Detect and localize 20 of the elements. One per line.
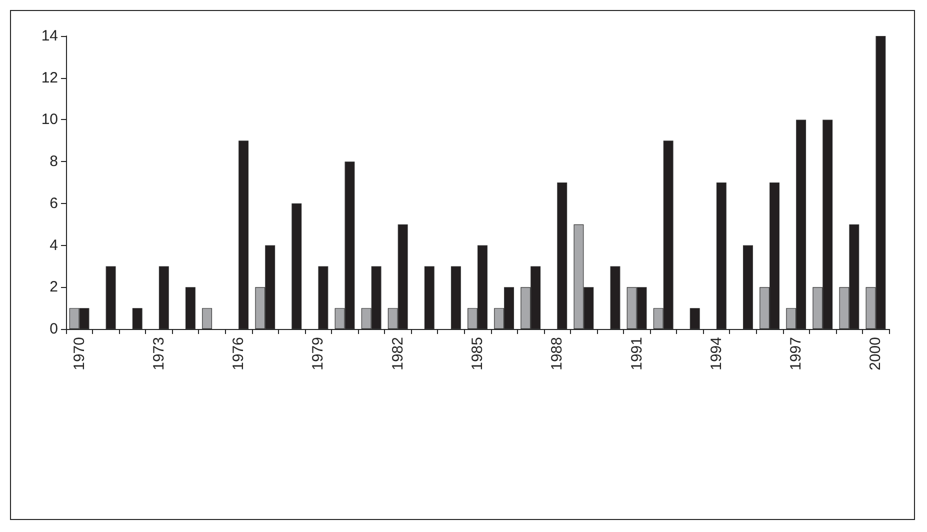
x-tick-label: 1982 (389, 337, 406, 370)
x-tick-label: 1970 (70, 337, 88, 370)
y-tick-label: 10 (41, 111, 58, 128)
x-tick-label: 1994 (708, 337, 725, 370)
bar (202, 308, 212, 329)
y-tick-label: 8 (50, 153, 58, 170)
y-tick-label: 2 (50, 278, 58, 296)
x-tick-label: 2000 (867, 337, 884, 370)
x-tick-label: 1976 (230, 337, 248, 370)
y-tick-label: 4 (50, 236, 58, 254)
y-tick-label: 12 (41, 69, 58, 86)
x-tick-label: 1973 (150, 337, 168, 370)
y-tick-label: 6 (50, 194, 58, 212)
x-tick-label: 1979 (310, 337, 327, 370)
y-tick-label: 0 (50, 320, 58, 338)
x-tick-label: 1988 (548, 337, 566, 370)
x-tick-label: 1991 (628, 337, 646, 370)
x-tick-label: 1985 (469, 337, 486, 370)
y-tick-label: 14 (41, 28, 58, 44)
x-tick-label: 1997 (788, 337, 805, 370)
